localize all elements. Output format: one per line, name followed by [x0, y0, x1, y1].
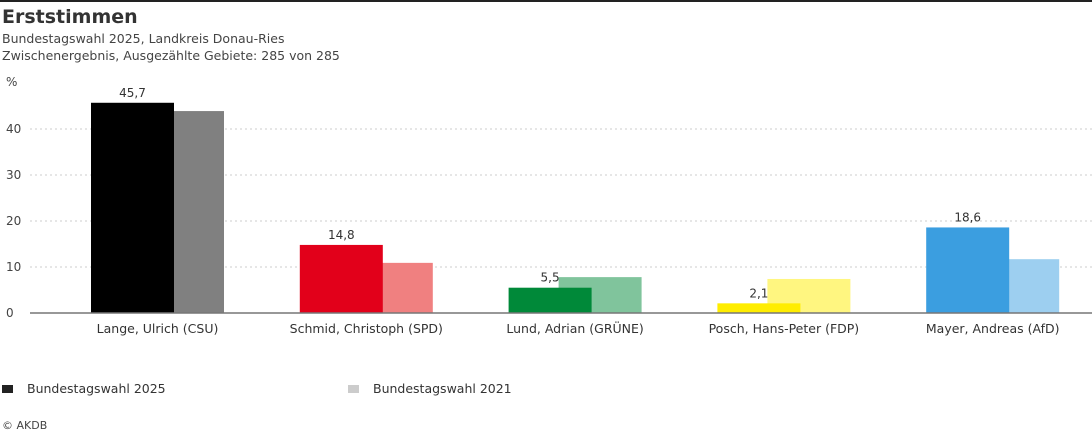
x-tick-label: Schmid, Christoph (SPD): [290, 321, 443, 336]
y-axis-label: %: [6, 75, 17, 89]
bar-2025: [91, 102, 174, 313]
x-tick-label: Lund, Adrian (GRÜNE): [506, 320, 643, 336]
bar-2025: [717, 303, 801, 313]
chart-status: Zwischenergebnis, Ausgezählte Gebiete: 2…: [2, 48, 340, 63]
chart-title: Erststimmen: [2, 6, 138, 28]
legend-item-2025: Bundestagswahl 2025: [2, 381, 166, 396]
y-tick-label: 20: [6, 214, 21, 228]
copyright: © AKDB: [2, 419, 48, 432]
x-tick-label: Posch, Hans-Peter (FDP): [709, 321, 860, 336]
data-label: 2,1: [749, 286, 768, 300]
legend-label: Bundestagswahl 2025: [27, 381, 166, 396]
y-tick-label: 40: [6, 122, 21, 136]
bar-2025: [508, 287, 592, 313]
y-tick-label: 0: [6, 306, 14, 320]
legend-swatch: [348, 384, 359, 393]
data-label: 5,5: [541, 271, 560, 285]
data-label: 45,7: [119, 86, 146, 100]
x-tick-label: Lange, Ulrich (CSU): [97, 321, 219, 336]
y-tick-label: 30: [6, 168, 21, 182]
bar-chart: % 0 10 20 30 40 45,7 Lange, Ulrich (CSU) 14,8 Sch…: [6, 75, 1092, 336]
bar-2025: [926, 227, 1010, 313]
data-label: 14,8: [328, 228, 355, 242]
chart-subtitle: Bundestagswahl 2025, Landkreis Donau-Rie…: [2, 31, 285, 46]
x-tick-label: Mayer, Andreas (AfD): [926, 321, 1060, 336]
legend-item-2021: Bundestagswahl 2021: [348, 381, 512, 396]
legend-swatch: [2, 384, 13, 393]
data-label: 18,6: [954, 210, 981, 224]
y-tick-label: 10: [6, 260, 21, 274]
bar-2025: [299, 244, 383, 313]
legend-label: Bundestagswahl 2021: [373, 381, 512, 396]
